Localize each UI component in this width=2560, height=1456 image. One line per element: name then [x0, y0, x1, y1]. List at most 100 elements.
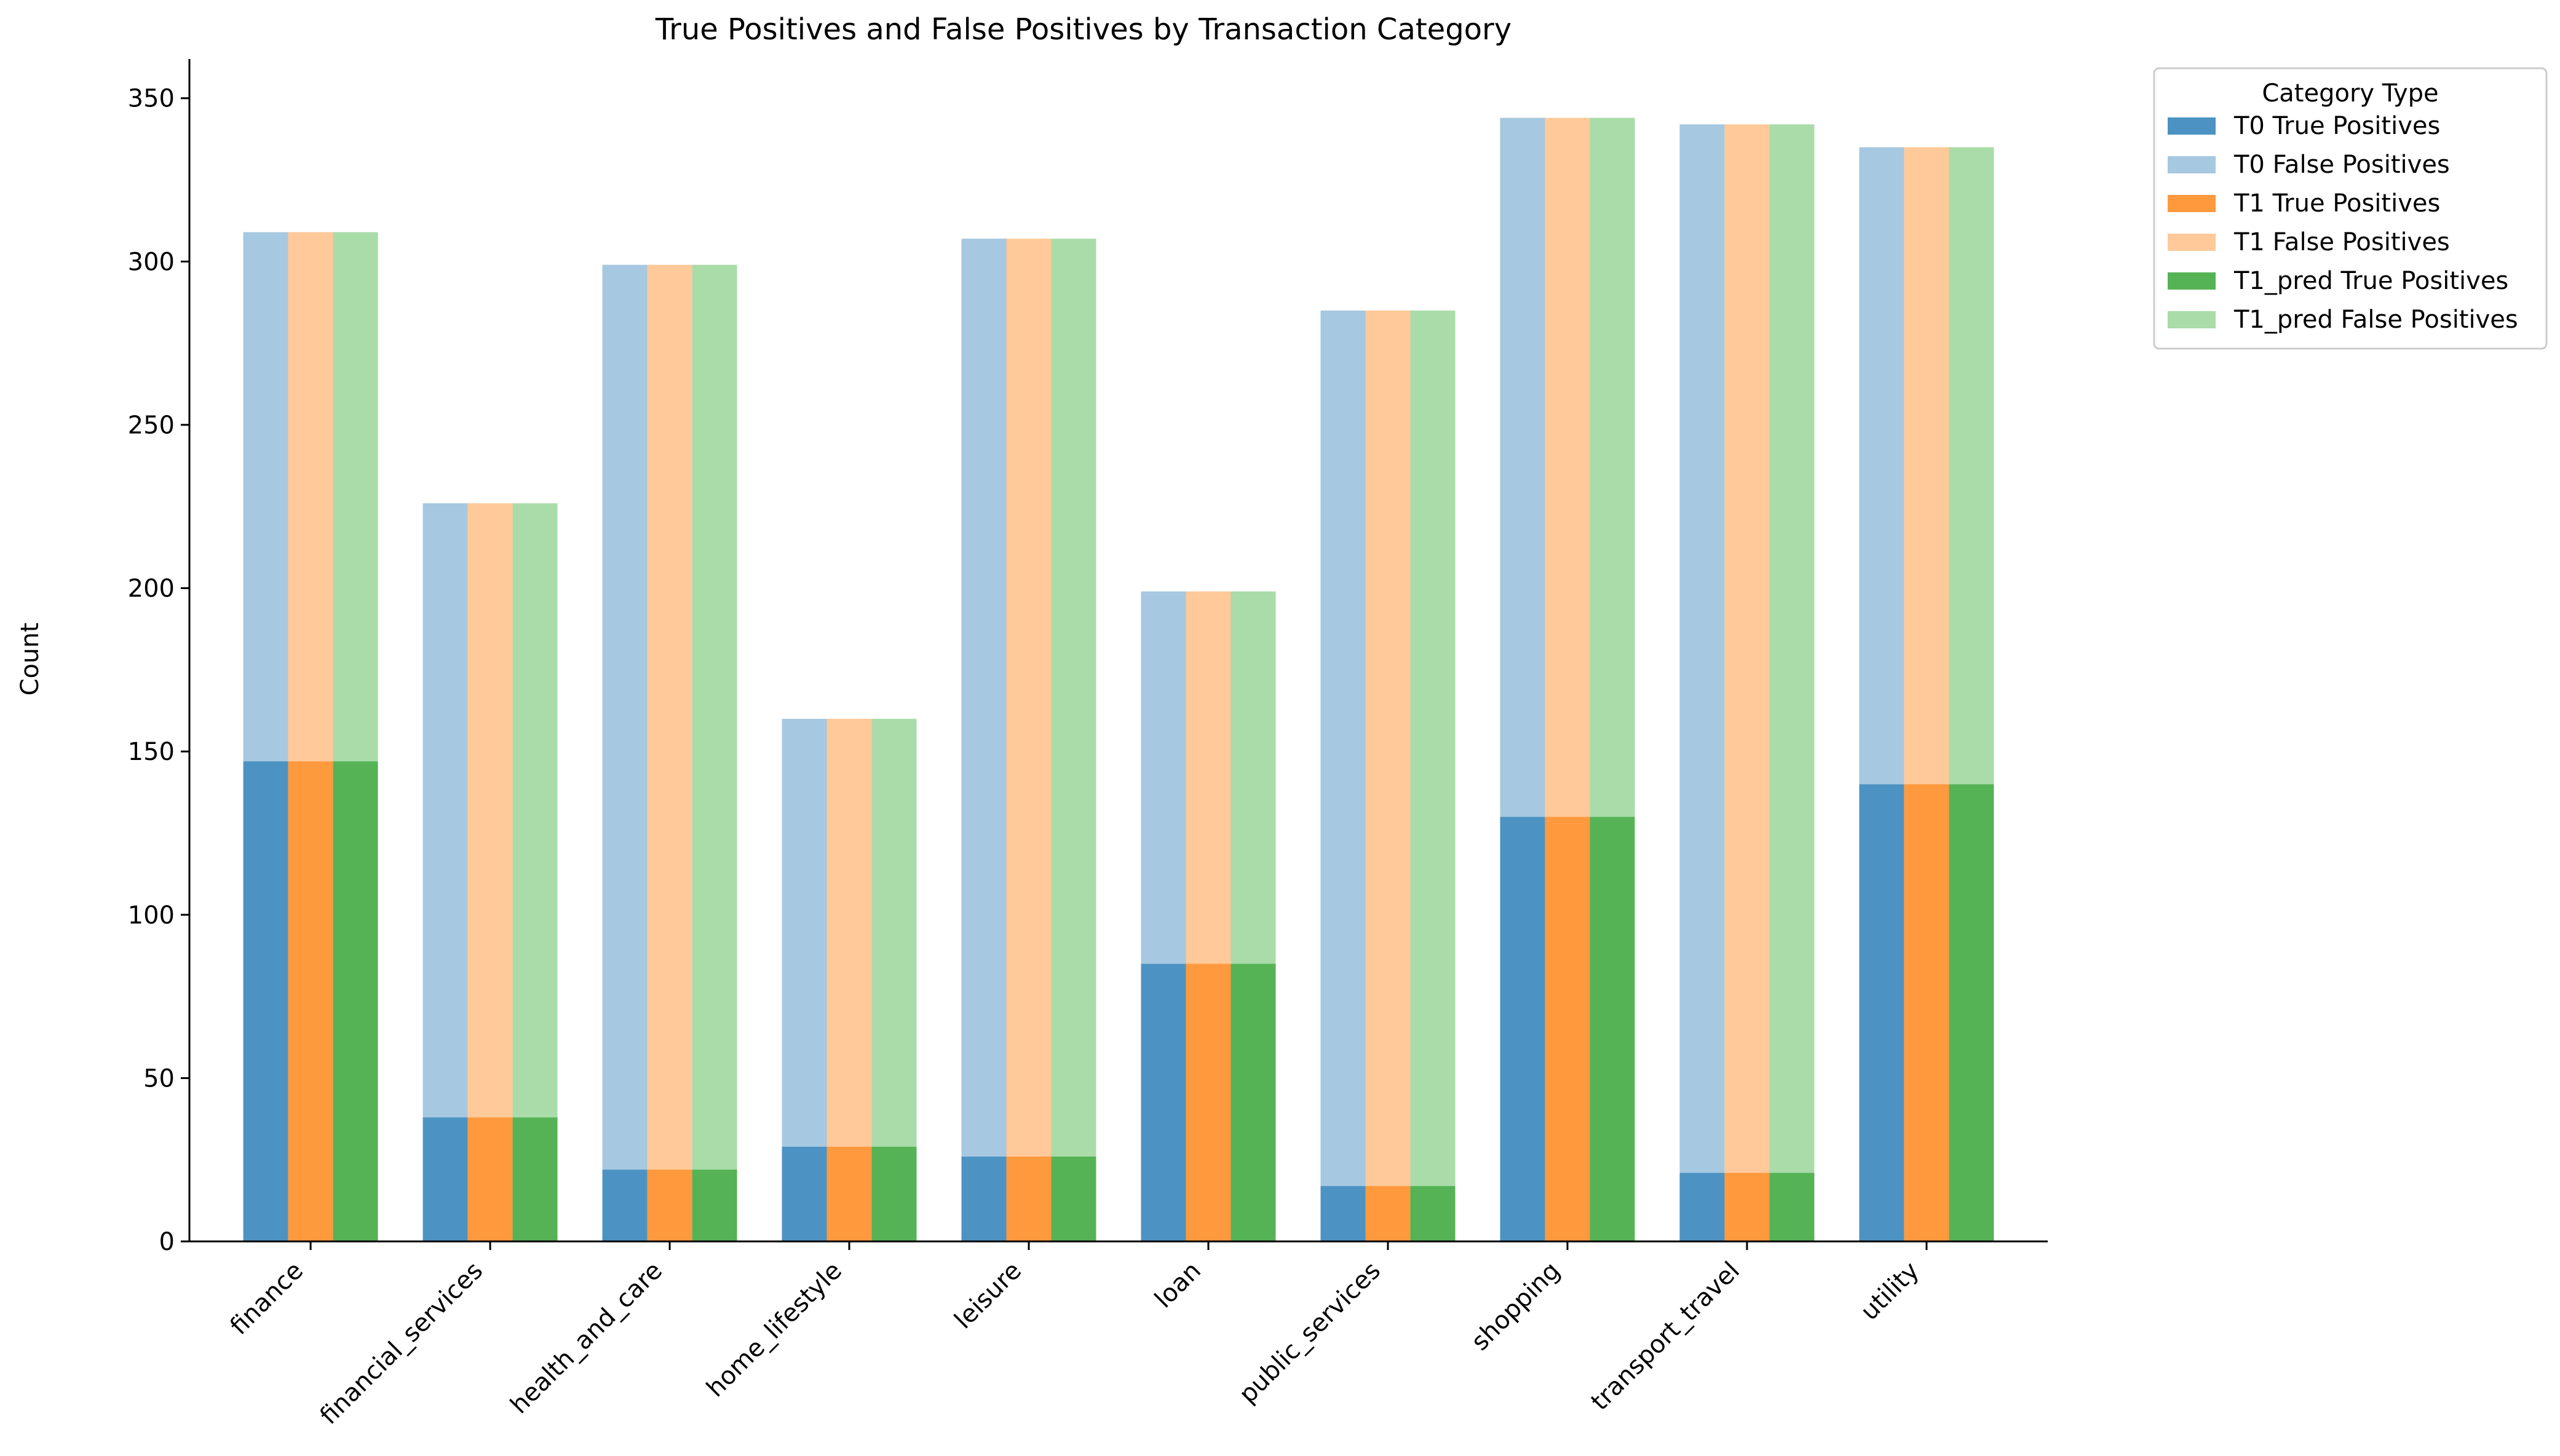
- bar-T1_pred-false-positives-loan: [1230, 591, 1276, 964]
- bar-T0-false-positives-health_and_care: [602, 264, 648, 1170]
- x-tick-label-public_services: public_services: [1234, 1257, 1386, 1409]
- bar-T1_pred-true-positives-transport_travel: [1769, 1173, 1815, 1241]
- y-tick-label: 250: [128, 411, 175, 440]
- legend: Category Type T0 True Positives T0 False P…: [2153, 67, 2548, 350]
- bar-T0-false-positives-finance: [243, 232, 288, 762]
- x-tick-label-health_and_care: health_and_care: [505, 1257, 668, 1420]
- bar-T1-false-positives-home_lifestyle: [826, 719, 872, 1147]
- bar-T1-true-positives-leisure: [1006, 1156, 1052, 1241]
- bar-T0-false-positives-public_services: [1320, 311, 1366, 1186]
- y-tick-label: 300: [128, 248, 175, 276]
- bar-T0-true-positives-financial_services: [422, 1117, 468, 1241]
- legend-title: Category Type: [2262, 79, 2438, 108]
- y-tick-label: 150: [128, 738, 175, 766]
- legend-entry-label: T1 True Positives: [2233, 189, 2440, 218]
- y-axis-title: Count: [16, 623, 44, 696]
- legend-entry-label: T0 False Positives: [2233, 151, 2450, 179]
- bar-T0-true-positives-utility: [1859, 784, 1904, 1241]
- x-tick-label-transport_travel: transport_travel: [1586, 1257, 1745, 1416]
- bar-T0-false-positives-financial_services: [422, 503, 468, 1118]
- x-tick-label-home_lifestyle: home_lifestyle: [701, 1257, 847, 1403]
- bar-T1_pred-true-positives-leisure: [1051, 1156, 1096, 1241]
- bar-T1_pred-false-positives-home_lifestyle: [871, 719, 917, 1147]
- legend-entry-label: T1_pred True Positives: [2233, 267, 2508, 295]
- bar-T1_pred-true-positives-health_and_care: [692, 1169, 737, 1241]
- bar-T0-true-positives-shopping: [1500, 817, 1545, 1241]
- y-tick-label: 0: [159, 1228, 175, 1256]
- x-tick-label-utility: utility: [1855, 1257, 1925, 1326]
- bar-T0-true-positives-leisure: [961, 1156, 1007, 1241]
- legend-entry-label: T1_pred False Positives: [2233, 306, 2518, 334]
- bar-T1_pred-false-positives-transport_travel: [1769, 124, 1815, 1173]
- bar-T1-true-positives-home_lifestyle: [826, 1146, 872, 1241]
- bar-T0-true-positives-transport_travel: [1679, 1173, 1725, 1241]
- bar-T1-true-positives-finance: [288, 761, 333, 1241]
- bar-T1_pred-false-positives-utility: [1949, 147, 1994, 785]
- bar-T1-false-positives-transport_travel: [1724, 124, 1770, 1173]
- legend-swatch: [2168, 311, 2216, 328]
- bar-T1-false-positives-financial_services: [467, 503, 513, 1118]
- bar-T0-false-positives-transport_travel: [1679, 124, 1725, 1173]
- bar-T1-false-positives-health_and_care: [647, 264, 692, 1170]
- bar-T0-false-positives-leisure: [961, 239, 1007, 1157]
- bar-T1_pred-false-positives-public_services: [1410, 311, 1456, 1186]
- x-tick-label-leisure: leisure: [949, 1257, 1027, 1335]
- x-tick-label-shopping: shopping: [1466, 1257, 1566, 1356]
- legend-swatch: [2168, 117, 2216, 135]
- bar-T1_pred-true-positives-public_services: [1410, 1185, 1456, 1241]
- y-tick-label: 50: [143, 1064, 175, 1093]
- bar-T1-false-positives-utility: [1904, 147, 1949, 785]
- bar-T0-false-positives-utility: [1859, 147, 1904, 785]
- bar-T1-false-positives-loan: [1186, 591, 1231, 964]
- x-axis-ticks: finance financial_services health_and_care…: [225, 1241, 1928, 1430]
- bar-T0-true-positives-public_services: [1320, 1185, 1366, 1241]
- bar-T1-true-positives-public_services: [1365, 1185, 1411, 1241]
- bar-T1_pred-true-positives-utility: [1949, 784, 1994, 1241]
- legend-entry-label: T0 True Positives: [2233, 112, 2440, 140]
- chart-title: True Positives and False Positives by Tr…: [655, 12, 1512, 47]
- legend-swatch: [2168, 272, 2216, 290]
- bar-T1-false-positives-public_services: [1365, 311, 1411, 1186]
- bar-T0-false-positives-shopping: [1500, 117, 1545, 817]
- bar-T1_pred-false-positives-shopping: [1590, 117, 1635, 817]
- legend-swatch: [2168, 234, 2216, 251]
- bar-T0-true-positives-loan: [1141, 963, 1186, 1241]
- x-tick-label-financial_services: financial_services: [315, 1257, 488, 1430]
- legend-frame: [2153, 67, 2548, 350]
- bar-T0-false-positives-loan: [1141, 591, 1186, 964]
- y-tick-label: 100: [128, 901, 175, 930]
- bar-T1_pred-true-positives-home_lifestyle: [871, 1146, 917, 1241]
- bar-T1-true-positives-health_and_care: [647, 1169, 692, 1241]
- bar-T1-true-positives-transport_travel: [1724, 1173, 1770, 1241]
- bar-T1_pred-true-positives-shopping: [1590, 817, 1635, 1241]
- bar-T1-false-positives-finance: [288, 232, 333, 762]
- bar-T1_pred-false-positives-leisure: [1051, 239, 1096, 1157]
- y-tick-label: 350: [128, 85, 175, 113]
- legend-swatch: [2168, 195, 2216, 212]
- bar-T1-true-positives-utility: [1904, 784, 1949, 1241]
- bar-T1-true-positives-shopping: [1545, 817, 1590, 1241]
- bar-T1_pred-true-positives-loan: [1230, 963, 1276, 1241]
- bar-T1_pred-false-positives-health_and_care: [692, 264, 737, 1170]
- bar-T1-true-positives-financial_services: [467, 1117, 513, 1241]
- bar-T1_pred-true-positives-financial_services: [512, 1117, 558, 1241]
- bar-T1-false-positives-leisure: [1006, 239, 1052, 1157]
- x-tick-label-loan: loan: [1149, 1257, 1207, 1314]
- bar-T0-false-positives-home_lifestyle: [782, 719, 827, 1147]
- bar-T1-true-positives-loan: [1186, 963, 1231, 1241]
- bar-T1-false-positives-shopping: [1545, 117, 1590, 817]
- bar-T1_pred-false-positives-financial_services: [512, 503, 558, 1118]
- legend-swatch: [2168, 156, 2216, 173]
- bar-T0-true-positives-home_lifestyle: [782, 1146, 827, 1241]
- x-tick-label-finance: finance: [225, 1257, 309, 1340]
- bar-T0-true-positives-finance: [243, 761, 288, 1241]
- bar-T1_pred-false-positives-finance: [333, 232, 378, 762]
- y-axis-ticks: 0 50 100 150 200 250 300 350: [128, 85, 189, 1256]
- bars: [243, 117, 1994, 1241]
- bar-T0-true-positives-health_and_care: [602, 1169, 648, 1241]
- y-tick-label: 200: [128, 575, 175, 603]
- bar-T1_pred-true-positives-finance: [333, 761, 378, 1241]
- legend-entry-label: T1 False Positives: [2233, 228, 2450, 256]
- axes: [188, 59, 2048, 1243]
